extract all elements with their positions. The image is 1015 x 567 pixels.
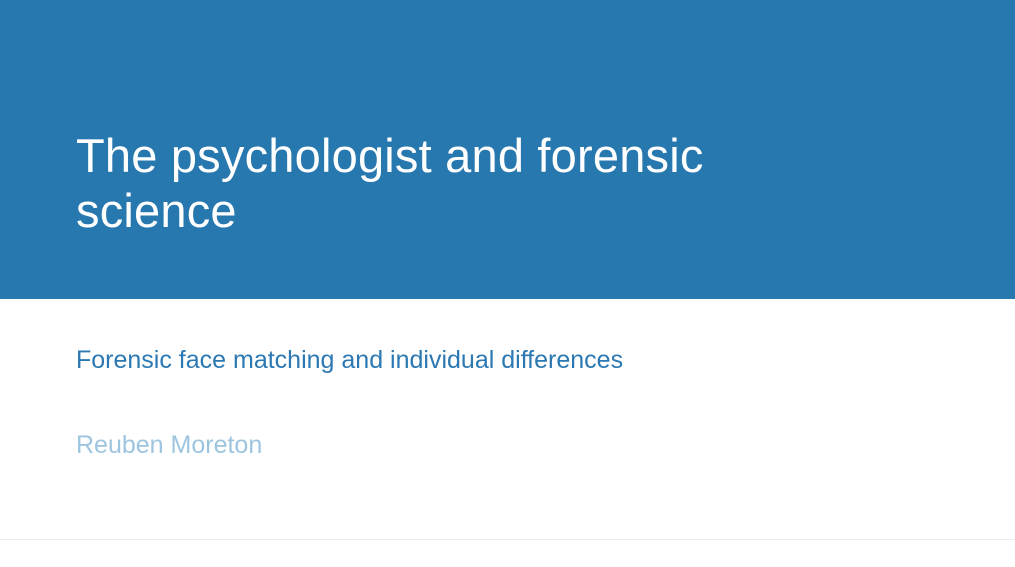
slide-bottom-divider [0,539,1015,540]
title-band: The psychologist and forensic science [0,0,1015,299]
slide-title: The psychologist and forensic science [76,129,704,237]
slide-subtitle: Forensic face matching and individual di… [76,346,624,374]
slide-author: Reuben Moreton [76,431,263,459]
